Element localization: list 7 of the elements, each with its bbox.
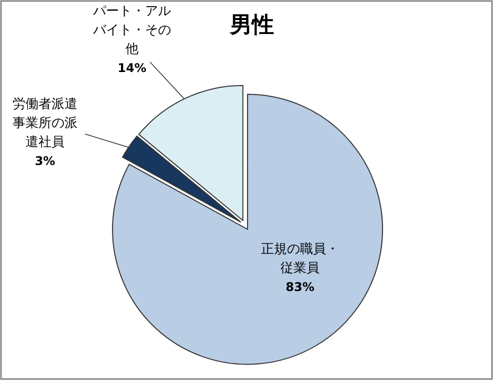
slice-label: パート・アルバイト・その他 [92, 3, 172, 59]
data-label: 14% [116, 60, 148, 77]
chart-title: 男性 [228, 12, 275, 40]
data-label: 3% [34, 153, 56, 170]
slice-label: 労働者派遣事業所の派遣社員 [12, 96, 78, 152]
slice-label: 正規の職員・従業員 [260, 241, 340, 278]
data-label: 83% [284, 279, 316, 296]
